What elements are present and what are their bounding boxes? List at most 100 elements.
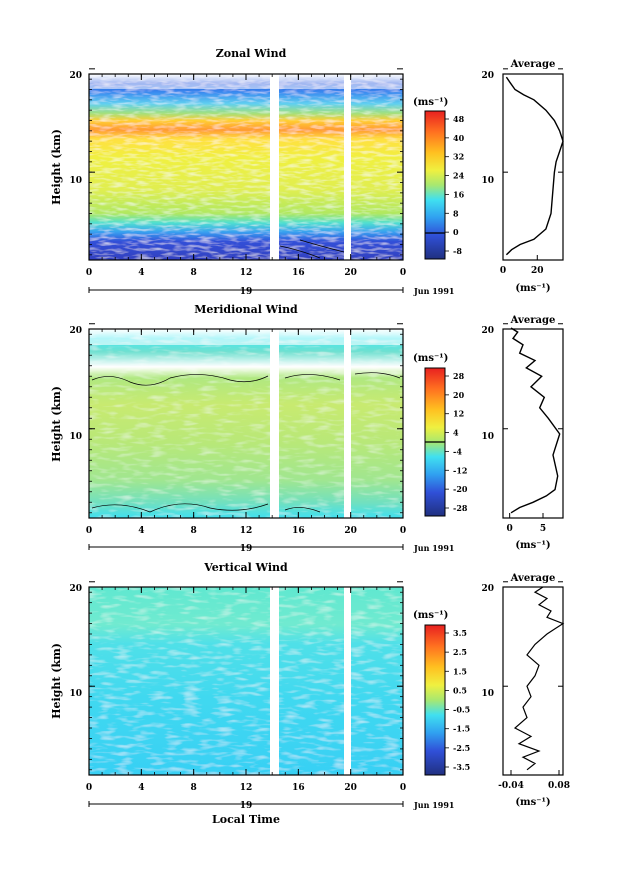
data-gap — [344, 587, 351, 775]
colorbar-label: 48 — [453, 114, 465, 124]
y-tick-label: 10 — [69, 176, 82, 186]
day-label: 19 — [240, 544, 253, 554]
x-tick-label: 20 — [344, 526, 357, 536]
colorbar-unit: (ms⁻¹) — [413, 97, 448, 108]
colorbar-label: 40 — [453, 133, 465, 143]
x-tick-label: 0 — [86, 268, 92, 278]
colorbar-label: 0.5 — [453, 685, 467, 695]
missing-data-top — [89, 329, 403, 345]
avg-x-tick-label: 5 — [540, 524, 546, 534]
x-tick-label: 4 — [138, 783, 144, 793]
data-gap — [270, 74, 279, 260]
x-tick-label: 8 — [191, 526, 197, 536]
colorbar-labels: 3.5 2.5 1.5 0.5 -0.5 -1.5 -2.5 -3.5 — [445, 628, 470, 772]
colorbar-unit: (ms⁻¹) — [413, 610, 448, 621]
colorbar-label: -0.5 — [453, 705, 470, 715]
zonal-wind-panel: Zonal Wind 0 4 8 12 16 20 0 20 10 Height (km) … — [50, 47, 564, 297]
average-plot-frame — [502, 328, 564, 519]
x-tick-label: 0 — [86, 783, 92, 793]
x-tick-label: 12 — [240, 526, 253, 536]
meridional-heatmap — [89, 329, 403, 518]
colorbar — [424, 110, 446, 260]
colorbar-label: -20 — [453, 484, 468, 494]
x-tick-label: 0 — [86, 526, 92, 536]
avg-y-tick-label: 20 — [481, 326, 494, 336]
colorbar-label: 32 — [453, 152, 464, 162]
colorbar-label: -8 — [453, 246, 462, 256]
average-ticks: 0 20 — [500, 68, 563, 276]
data-gap — [270, 329, 279, 518]
colorbar-label: 2.5 — [453, 647, 467, 657]
average-x-unit: (ms⁻¹) — [515, 283, 550, 294]
x-tick-label: 4 — [138, 526, 144, 536]
colorbar-label: 12 — [453, 409, 464, 419]
y-axis-label: Height (km) — [50, 643, 63, 719]
data-gap — [270, 587, 279, 775]
colorbar-label: 3.5 — [453, 628, 467, 638]
panel-title: Meridional Wind — [194, 303, 298, 316]
data-gap — [344, 74, 351, 260]
average-x-unit: (ms⁻¹) — [515, 797, 550, 808]
data-gap — [344, 329, 351, 518]
colorbar-label: 24 — [453, 171, 465, 181]
x-tick-label: 8 — [191, 783, 197, 793]
heatmap-ticks: 0 4 8 12 16 20 0 — [86, 323, 406, 536]
x-axis-label: Local Time — [212, 813, 280, 826]
colorbar-label: 28 — [453, 371, 465, 381]
missing-data-top — [89, 74, 403, 89]
x-tick-label: 8 — [191, 268, 197, 278]
average-x-unit: (ms⁻¹) — [515, 540, 550, 551]
zonal-heatmap — [89, 74, 403, 260]
avg-x-tick-label: 0 — [500, 266, 506, 276]
x-tick-label: 16 — [292, 526, 305, 536]
average-title: Average — [510, 573, 556, 584]
vertical-wind-panel: Vertical Wind 0 4 8 12 16 20 0 20 10 Height (k… — [50, 561, 570, 826]
colorbar-label: 20 — [453, 390, 465, 400]
day-label: 19 — [240, 801, 253, 811]
average-profile-line — [513, 586, 565, 771]
heatmap-ticks: 0 4 8 12 16 20 0 — [86, 68, 406, 278]
average-plot-frame — [502, 586, 564, 776]
y-tick-label: 10 — [69, 689, 82, 699]
avg-x-tick-label: -0.04 — [498, 781, 524, 791]
x-tick-label: 12 — [240, 783, 253, 793]
average-title: Average — [510, 315, 556, 326]
avg-y-tick-label: 10 — [481, 176, 494, 186]
colorbar — [424, 624, 446, 776]
y-tick-label: 10 — [69, 432, 82, 442]
vertical-heatmap — [89, 587, 403, 775]
avg-x-tick-label: 20 — [531, 266, 544, 276]
y-tick-label: 20 — [69, 71, 82, 81]
panel-title: Zonal Wind — [216, 47, 287, 60]
x-tick-label: 16 — [292, 268, 305, 278]
x-tick-label: 0 — [400, 526, 406, 536]
avg-y-tick-label: 10 — [481, 689, 494, 699]
y-tick-label: 20 — [69, 584, 82, 594]
x-tick-label: 0 — [400, 783, 406, 793]
colorbar-label: 1.5 — [453, 666, 467, 676]
heatmap-ticks: 0 4 8 12 16 20 0 — [86, 581, 406, 793]
colorbar-label: -4 — [453, 446, 462, 456]
colorbar-unit: (ms⁻¹) — [413, 353, 448, 364]
x-tick-label: 12 — [240, 268, 253, 278]
meridional-wind-panel: Meridional Wind 0 4 8 12 16 20 0 20 10 Height … — [50, 303, 564, 554]
x-tick-label: 0 — [400, 268, 406, 278]
avg-y-tick-label: 20 — [481, 71, 494, 81]
colorbar-labels: 48 40 32 24 16 8 0 -8 — [445, 114, 465, 256]
colorbar-label: 8 — [453, 208, 459, 218]
average-ticks: -0.04 0.08 — [498, 581, 570, 791]
colorbar-label: -1.5 — [453, 724, 470, 734]
date-label: Jun 1991 — [413, 543, 454, 553]
colorbar-label: 0 — [453, 227, 459, 237]
avg-y-tick-label: 10 — [481, 432, 494, 442]
day-label: 19 — [240, 287, 253, 297]
colorbar-label: 16 — [453, 189, 465, 199]
avg-x-tick-label: 0.08 — [548, 781, 570, 791]
x-tick-label: 16 — [292, 783, 305, 793]
colorbar-label: -28 — [453, 503, 468, 513]
x-tick-label: 4 — [138, 268, 144, 278]
colorbar-label: -2.5 — [453, 743, 470, 753]
colorbar-label: -3.5 — [453, 762, 470, 772]
avg-x-tick-label: 0 — [507, 524, 513, 534]
